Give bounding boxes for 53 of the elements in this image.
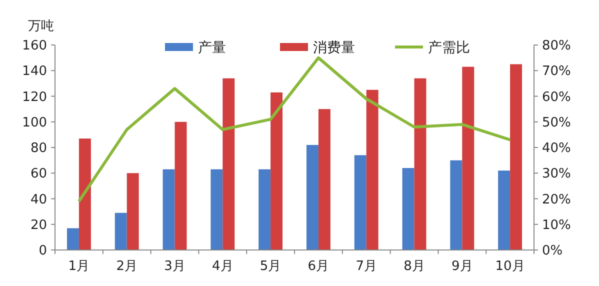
y2-tick-label: 10% [542,218,571,233]
bar [498,170,510,250]
bar [258,169,271,250]
bar [402,168,414,250]
bar [366,90,378,250]
bar [210,169,223,250]
x-tick-label: 10月 [495,259,525,274]
bar [78,138,91,250]
y2-tick-label: 60% [542,90,571,105]
y-tick-label: 40 [30,192,47,208]
y-tick-label: 80 [30,141,47,156]
bar [222,78,235,250]
x-tick-label: 4月 [212,259,234,274]
y-axis-title: 万吨 [28,19,54,34]
x-tick-label: 5月 [260,259,282,274]
x-tick-label: 7月 [356,259,377,274]
y-tick-label: 20 [30,218,47,233]
y2-tick-label: 80% [542,38,571,54]
bar [162,169,175,250]
y-tick-label: 100 [22,115,47,130]
legend-label: 产需比 [428,40,470,56]
x-tick-label: 6月 [308,259,330,274]
bar [318,109,330,250]
bar [450,160,462,250]
y-tick-label: 120 [22,90,47,105]
line-series [77,56,512,203]
bar [270,92,283,250]
y2-tick-label: 40% [542,141,571,156]
x-tick-label: 8月 [404,259,425,274]
bar [306,144,318,250]
y-tick-label: 160 [22,38,47,54]
bar [462,66,474,250]
y2-tick-label: 30% [542,166,571,182]
x-tick-label: 3月 [164,259,186,274]
x-tick-label: 2月 [116,259,138,274]
y2-tick-label: 70% [542,64,571,80]
x-tick-label: 9月 [452,259,473,274]
bar [114,212,127,250]
y-tick-label: 60 [30,166,47,182]
bar [126,173,139,250]
bar [510,64,522,250]
y-tick-label: 140 [22,64,47,80]
legend-label: 产量 [198,40,226,56]
bar [174,122,187,250]
y-tick-label: 0 [38,244,47,259]
y2-tick-label: 50% [542,115,571,130]
bar [66,228,79,250]
bar [354,155,366,250]
y2-tick-label: 20% [542,192,571,208]
y2-tick-label: 0% [542,244,563,259]
bar [414,78,426,250]
x-tick-label: 1月 [68,259,90,274]
legend-label: 消费量 [313,40,355,56]
